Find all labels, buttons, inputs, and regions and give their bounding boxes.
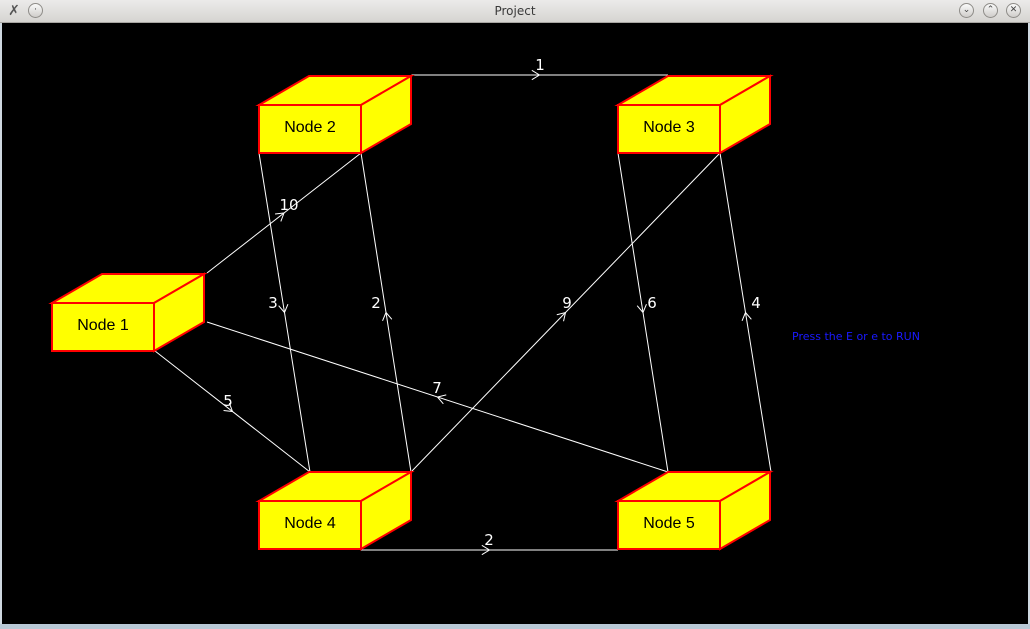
node-3[interactable]: Node 3 [614, 74, 774, 155]
node-box-front [258, 500, 362, 550]
menu-icon[interactable]: · [28, 3, 43, 18]
node-label: Node 1 [77, 317, 129, 334]
edge-weight-label: 7 [432, 379, 442, 397]
node-1[interactable]: Node 1 [48, 272, 208, 353]
edge-arrow-icon [531, 69, 541, 81]
edge-3-to-5: 6 [617, 152, 669, 473]
node-2[interactable]: Node 2 [255, 74, 415, 155]
edge-weight-label: 2 [484, 531, 494, 549]
title-bar[interactable]: ✗ · Project ⌄ ⌃ ✕ [0, 0, 1030, 23]
edge-weight-label: 5 [223, 392, 233, 410]
node-box-front [617, 500, 721, 550]
node-box-front [51, 302, 155, 352]
edge-5-to-3: 4 [719, 152, 772, 473]
node-box-front [617, 104, 721, 154]
edge-2-to-3: 1 [411, 56, 668, 81]
edge-weight-label: 2 [371, 294, 381, 312]
edge-5-to-1: 7 [206, 321, 669, 473]
edge-1-to-4: 5 [154, 350, 311, 473]
maximize-icon[interactable]: ⌃ [983, 3, 998, 18]
edge-4-to-5: 2 [361, 531, 618, 556]
edge-4-to-2: 2 [360, 152, 412, 473]
minimize-icon[interactable]: ⌄ [959, 3, 974, 18]
window-bottom-border [0, 624, 1030, 629]
node-label: Node 2 [284, 119, 336, 136]
edge-1-to-2: 10 [206, 152, 362, 274]
edge-weight-label: 1 [535, 56, 545, 74]
window-border-right [1028, 23, 1030, 624]
run-hint-text: Press the E or e to RUN [792, 330, 920, 343]
edge-weight-label: 4 [751, 294, 761, 312]
edge-weight-label: 3 [268, 294, 278, 312]
node-box-front [258, 104, 362, 154]
edge-weight-label: 9 [562, 294, 572, 312]
edge-arrow-icon [382, 311, 393, 322]
node-label: Node 3 [643, 119, 695, 136]
edge-arrow-icon [556, 311, 567, 322]
node-5[interactable]: Node 5 [614, 470, 774, 551]
graph-canvas[interactable]: 1 10 3 2 9 6 4 5 7 2 Node 1 Node 2 Node 3 Node 4 Node… [2, 23, 1028, 626]
edge-arrow-icon [278, 303, 289, 314]
edge-arrow-icon [741, 311, 752, 322]
graph-drawing: 1 10 3 2 9 6 4 5 7 2 Node 1 Node 2 Node 3 Node 4 Node… [48, 56, 774, 556]
edge-arrow-icon [436, 394, 447, 405]
edge-arrow-icon [223, 402, 234, 413]
edge-4-to-3: 9 [410, 152, 721, 473]
node-label: Node 5 [643, 515, 695, 532]
window-border-left [0, 23, 2, 624]
app-icon[interactable]: ✗ [8, 3, 20, 19]
edge-arrow-icon [481, 544, 491, 556]
edge-weight-label: 6 [647, 294, 657, 312]
edge-weight-label: 10 [279, 196, 298, 214]
edge-2-to-4: 3 [258, 152, 311, 473]
window-title: Project [494, 4, 536, 18]
node-label: Node 4 [284, 515, 336, 532]
edge-arrow-icon [275, 212, 285, 222]
node-4[interactable]: Node 4 [255, 470, 415, 551]
edge-arrow-icon [636, 303, 647, 314]
close-icon[interactable]: ✕ [1006, 3, 1021, 18]
